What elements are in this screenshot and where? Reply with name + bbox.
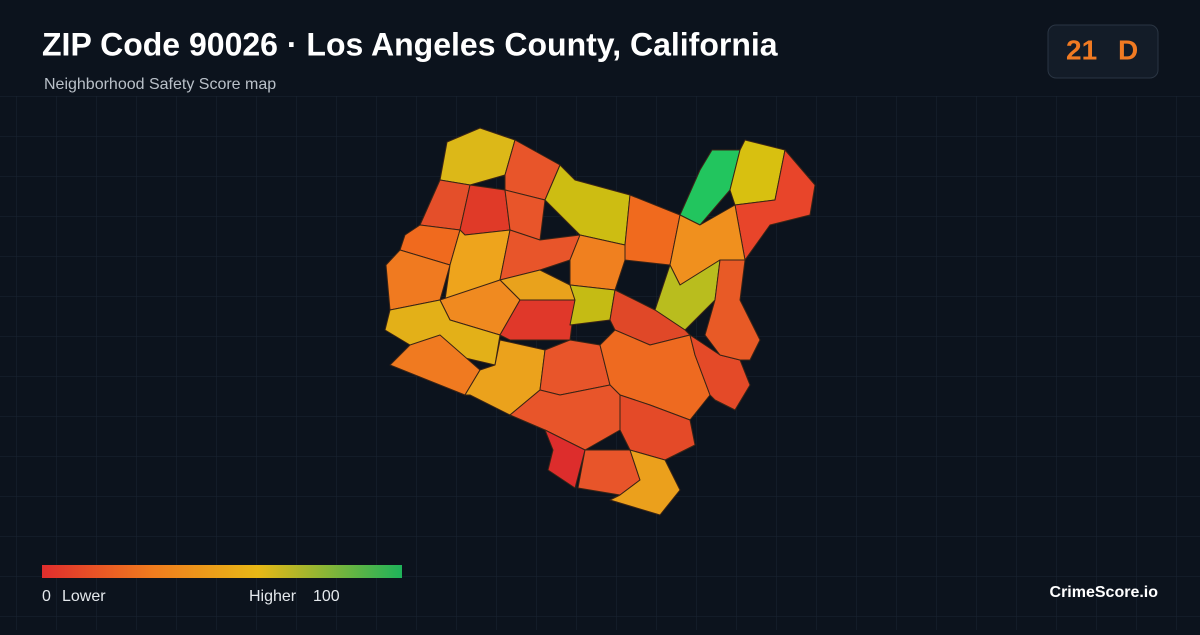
neighborhood [569,234,626,291]
brand: CrimeScore.io [1050,584,1159,601]
neighborhood-map [384,127,816,516]
legend-min-label: Lower [62,588,106,605]
neighborhood [569,284,616,326]
legend-scale [42,565,402,578]
subtitle: Neighborhood Safety Score map [44,76,276,93]
score-badge [1047,24,1159,79]
neighborhood [544,429,586,489]
neighborhood [704,259,761,361]
grade: D [1118,34,1138,65]
neighborhood [609,449,681,516]
neighborhood [734,149,816,261]
title: ZIP Code 90026 · Los Angeles County, Cal… [42,26,778,62]
neighborhood [619,394,696,461]
neighborhood [624,194,681,266]
legend-max-label: Higher [249,588,297,605]
legend-max: 100 [313,588,340,605]
legend-min: 0 [42,588,51,605]
neighborhood [499,299,576,341]
score: 21 [1066,34,1097,65]
